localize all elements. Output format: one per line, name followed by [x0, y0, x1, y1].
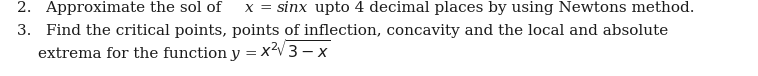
Text: 2.   Approximate the sol of: 2. Approximate the sol of — [17, 1, 226, 15]
Text: =: = — [255, 1, 277, 15]
Text: extrema for the function: extrema for the function — [38, 47, 232, 61]
Text: $x^2\!\sqrt{3-x}$: $x^2\!\sqrt{3-x}$ — [260, 40, 330, 62]
Text: x: x — [245, 1, 254, 15]
Text: y: y — [231, 47, 240, 61]
Text: =: = — [240, 47, 262, 61]
Text: 3.   Find the critical points, points of inflection, concavity and the local and: 3. Find the critical points, points of i… — [17, 24, 669, 38]
Text: upto 4 decimal places by using Newtons method.: upto 4 decimal places by using Newtons m… — [310, 1, 694, 15]
Text: sinx: sinx — [277, 1, 309, 15]
